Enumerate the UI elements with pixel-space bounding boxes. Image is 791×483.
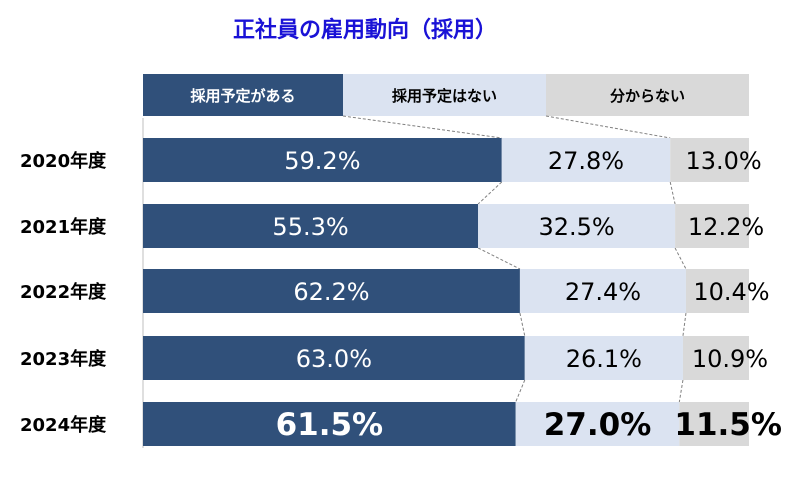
data-label-5-2: 27.0% bbox=[544, 407, 652, 443]
bar-3-3 bbox=[685, 269, 749, 313]
category-labels: 2020年度 2021年度 2022年度 2023年度 2024年度 bbox=[20, 150, 107, 436]
bars: 59.2% 27.8% 13.0% 55.3% 32.5% 12.2% 62.2% 27.4%… bbox=[143, 138, 782, 446]
data-label-4-2: 26.1% bbox=[566, 345, 642, 373]
connector-4-2 bbox=[682, 312, 687, 337]
data-label-3-1: 62.2% bbox=[293, 278, 369, 306]
category-label-2: 2021年度 bbox=[20, 216, 107, 238]
connector-4-1 bbox=[519, 312, 526, 337]
bar-4-3 bbox=[682, 336, 749, 380]
category-label-4: 2023年度 bbox=[20, 348, 107, 370]
data-label-4-1: 63.0% bbox=[296, 345, 372, 373]
legend-label-1: 採用予定がある bbox=[190, 87, 295, 105]
data-label-2-3: 12.2% bbox=[688, 213, 764, 241]
connector-5-1 bbox=[515, 379, 526, 403]
bar-3-2 bbox=[519, 269, 686, 313]
connector-2-1 bbox=[477, 181, 503, 205]
legend: 採用予定がある 採用予定はない 分からない bbox=[143, 74, 749, 116]
category-label-5: 2024年度 bbox=[20, 414, 107, 436]
data-label-3-2: 27.4% bbox=[565, 278, 641, 306]
bar-4-2 bbox=[524, 336, 683, 380]
category-label-3: 2022年度 bbox=[20, 281, 107, 303]
data-label-5-3: 11.5% bbox=[674, 407, 782, 443]
legend-label-3: 分からない bbox=[610, 87, 685, 105]
chart-title: 正社員の雇用動向（採用） bbox=[233, 17, 497, 43]
legend-swatch-3 bbox=[546, 74, 749, 116]
connector-1-2 bbox=[545, 115, 671, 139]
connector-1-1 bbox=[342, 115, 502, 139]
bar-1-3 bbox=[670, 138, 749, 182]
bar-1-1 bbox=[143, 138, 502, 182]
bar-3-1 bbox=[143, 269, 520, 313]
data-label-1-1: 59.2% bbox=[284, 147, 360, 175]
connector-3-2 bbox=[674, 247, 687, 270]
bar-5-2 bbox=[515, 402, 680, 446]
data-label-4-3: 10.9% bbox=[692, 345, 768, 373]
connector-5-2 bbox=[678, 379, 684, 403]
legend-swatch-2 bbox=[343, 74, 546, 116]
connector-3-1 bbox=[477, 247, 521, 270]
data-label-2-1: 55.3% bbox=[272, 213, 348, 241]
bar-2-3 bbox=[675, 204, 749, 248]
bar-5-3 bbox=[679, 402, 749, 446]
data-label-1-2: 27.8% bbox=[548, 147, 624, 175]
data-label-3-3: 10.4% bbox=[693, 278, 769, 306]
data-label-5-1: 61.5% bbox=[276, 407, 384, 443]
data-label-1-3: 13.0% bbox=[685, 147, 761, 175]
bar-4-1 bbox=[143, 336, 525, 380]
category-label-1: 2020年度 bbox=[20, 150, 107, 172]
bar-5-1 bbox=[143, 402, 516, 446]
connector-2-2 bbox=[669, 181, 676, 205]
legend-label-2: 採用予定はない bbox=[392, 87, 497, 105]
bar-1-2 bbox=[501, 138, 671, 182]
bar-2-1 bbox=[143, 204, 479, 248]
legend-swatch-1 bbox=[143, 74, 343, 116]
connector-lines bbox=[342, 115, 687, 403]
data-label-2-2: 32.5% bbox=[538, 213, 614, 241]
bar-2-2 bbox=[478, 204, 676, 248]
